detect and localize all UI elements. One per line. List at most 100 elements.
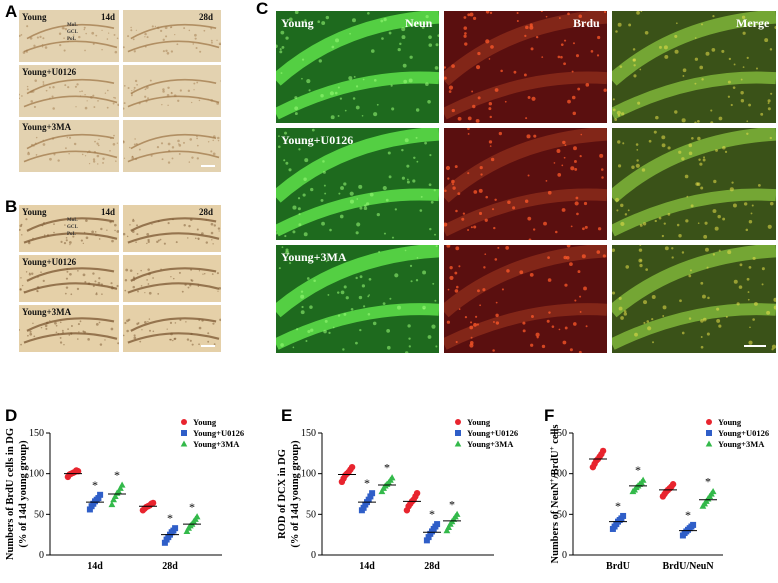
y-axis-label: Numbers of BrdU cells in DG [5,428,16,560]
a-tile-1-0 [19,65,119,117]
data-point [111,492,119,500]
panel-label-c: C [256,0,269,18]
panel-label-b: B [5,197,18,216]
data-point [709,487,717,495]
chart-f: 0 50 100 150 Numbers of NeuN+/BrdU+ cells Brd… [538,405,778,578]
c-row-label: Young+3MA [281,250,347,264]
data-point [620,512,627,519]
a-row-label: Young [22,12,47,22]
y-tick-label: 0 [562,550,567,561]
data-point [183,527,191,535]
x-tick-label: 28d [162,561,178,572]
data-point [348,463,356,471]
c-col-label-brdu: Brdu [573,16,600,30]
y-axis-label: Numbers of NeuN+/BrdU+ cells [548,425,561,564]
data-point [423,537,430,544]
a-tile-1-1 [123,65,221,117]
significance-star: * [364,476,370,490]
legend-marker [454,440,462,447]
data-point [74,468,82,475]
data-point [413,489,421,497]
legend-marker [455,430,461,436]
y-tick-label: 50 [306,509,316,520]
data-point [115,487,123,495]
significance-star: * [705,475,711,489]
b-col-label: 14d [101,207,116,217]
y-tick-label: 150 [29,428,44,439]
b-layer-label: MoL [67,218,78,223]
y-tick-label: 100 [552,469,567,480]
significance-star: * [449,497,455,511]
y-tick-label: 50 [557,509,567,520]
legend-label: Young+3MA [193,439,240,449]
y-tick-label: 100 [301,469,316,480]
x-tick-label: 14d [87,561,103,572]
significance-star: * [167,511,173,525]
significance-star: * [384,461,390,475]
data-point [369,490,376,497]
c-tile-0-1 [444,11,607,123]
data-point [445,523,452,530]
c-tile-0-0 [276,11,439,123]
chart-e: 0 50 100 150 ROD of DCX in DG (% of 14d young… [272,405,538,578]
axes: 0 50 100 150 [552,428,723,561]
significance-star: * [685,508,691,522]
b-tile-0-1 [123,205,221,252]
data-point [117,484,124,491]
legend-label: Young [718,417,742,427]
legend-label: Young [467,417,491,427]
panel-label-e: E [281,406,293,425]
data-point [97,491,104,498]
data-point [443,527,451,534]
b-col-label: 28d [199,207,214,217]
legend-marker [181,419,187,425]
data-point [434,521,441,528]
legend-marker [455,419,461,425]
a-layer-label: MoL [67,23,78,28]
y-axis-label-sub: (% of 14d young group) [290,440,301,548]
a-tile-0-0 [19,10,119,62]
b-tile-1-1 [123,255,221,302]
data-point [639,476,647,483]
data-point [388,474,396,481]
a-layer-label: GCL [67,30,78,35]
significance-star: * [114,468,120,482]
data-point [599,447,607,455]
c-col-label-merge: Merge [736,16,770,30]
b-tile-0-0 [19,205,119,252]
c-tile-2-1 [444,245,607,353]
y-tick-label: 100 [29,469,44,480]
data-point [669,481,677,488]
b-scale-bar [201,345,215,347]
c-tile-0-2 [612,11,776,123]
a-layer-label: PoL [67,37,76,42]
b-row-label: Young [22,207,47,217]
data-point [86,506,93,513]
data-point [161,539,168,546]
x-tick-label: BrdU [606,561,630,572]
y-tick-label: 0 [39,550,44,561]
c-tile-2-2 [612,245,776,353]
panel-label-f: F [544,406,555,425]
a-tile-2-1 [123,120,221,172]
x-tick-label: 14d [359,561,375,572]
y-axis-label: ROD of DCX in DG [277,449,288,539]
c-row-label: Young+U0126 [281,133,354,147]
c-tile-2-0 [276,245,439,353]
data-point [172,525,179,532]
data-point [367,493,374,500]
data-point [108,500,116,508]
legend-marker [180,440,188,447]
c-tile-1-2 [612,128,776,240]
y-axis-label-sub: (% of 14d young group) [18,440,29,548]
c-col-label-neun: Neun [405,16,433,30]
data-point [365,496,372,503]
a-col-label: 14d [101,12,116,22]
significance-star: * [429,507,435,521]
data-point [690,521,697,528]
c-row-label: Young [281,16,314,30]
c-tile-1-0 [276,128,439,240]
y-tick-label: 150 [301,428,316,439]
a-row-label: Young+U0126 [22,67,77,77]
